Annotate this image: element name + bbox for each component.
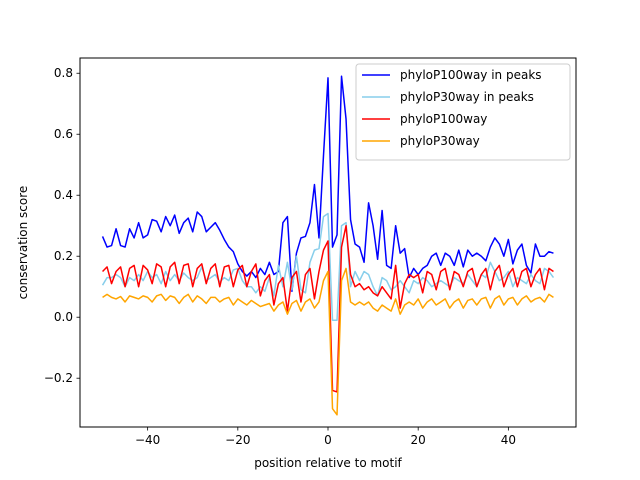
y-tick-label: 0.2 bbox=[54, 249, 73, 263]
x-tick-label: 20 bbox=[411, 433, 426, 447]
y-tick-label: 0.6 bbox=[54, 127, 73, 141]
series-line-0 bbox=[101, 75, 554, 293]
legend-label: phyloP30way bbox=[400, 134, 480, 148]
legend-box bbox=[355, 63, 571, 161]
x-tick-label: −40 bbox=[135, 433, 160, 447]
y-tick-label: −0.2 bbox=[44, 371, 73, 385]
legend-label: phyloP100way in peaks bbox=[400, 68, 542, 82]
legend: phyloP100way in peaks phyloP30way in peak… bbox=[355, 63, 571, 161]
legend-label: phyloP100way bbox=[400, 112, 487, 126]
x-axis-label: position relative to motif bbox=[254, 456, 402, 470]
series-line-3 bbox=[102, 267, 554, 416]
series-layer bbox=[101, 75, 555, 416]
y-axis: −0.2 0.0 0.2 0.4 0.6 0.8 bbox=[44, 66, 80, 385]
x-tick-label: 40 bbox=[501, 433, 516, 447]
x-tick-label: −20 bbox=[225, 433, 250, 447]
x-axis: −40 −20 0 20 40 bbox=[135, 427, 516, 447]
series-line-2 bbox=[102, 224, 554, 393]
y-tick-label: 0.8 bbox=[54, 66, 73, 80]
y-axis-label: conservation score bbox=[16, 186, 30, 300]
y-tick-label: 0.0 bbox=[54, 310, 73, 324]
y-tick-label: 0.4 bbox=[54, 188, 73, 202]
x-tick-label: 0 bbox=[324, 433, 332, 447]
legend-label: phyloP30way in peaks bbox=[400, 90, 534, 104]
